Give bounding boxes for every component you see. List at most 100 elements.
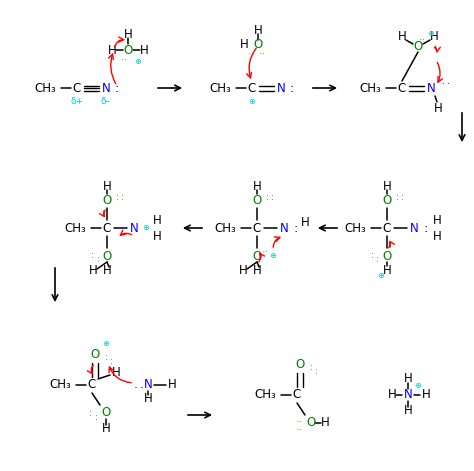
Text: ..: ..: [295, 427, 303, 431]
Text: ⊕: ⊕: [428, 30, 435, 39]
Text: ..: ..: [418, 35, 426, 41]
Text: ⊕: ⊕: [377, 271, 384, 281]
Text: ..: ..: [261, 247, 269, 252]
Text: :: :: [109, 357, 112, 365]
Text: N: N: [280, 221, 288, 235]
Text: H: H: [153, 229, 161, 243]
Text: N: N: [404, 389, 412, 401]
Text: :: :: [265, 194, 268, 203]
Text: CH₃: CH₃: [64, 221, 86, 235]
Text: :: :: [401, 194, 403, 203]
Text: C: C: [248, 81, 256, 95]
Text: N: N: [144, 379, 152, 391]
Text: H: H: [320, 416, 329, 430]
Text: :: :: [95, 413, 97, 422]
Text: H: H: [383, 263, 392, 276]
Text: H: H: [140, 43, 148, 57]
Text: C: C: [73, 81, 81, 95]
Text: H: H: [103, 265, 111, 277]
Text: :: :: [424, 221, 428, 235]
Text: H: H: [108, 43, 117, 57]
Text: H: H: [433, 213, 441, 227]
Text: ·: ·: [443, 79, 446, 89]
Text: C: C: [398, 81, 406, 95]
Text: ⊕: ⊕: [102, 339, 109, 348]
Text: :: :: [115, 81, 119, 95]
Text: ·: ·: [134, 382, 138, 396]
Text: N: N: [277, 81, 285, 95]
Text: H: H: [433, 229, 441, 243]
Text: O: O: [383, 250, 392, 262]
Text: H: H: [101, 422, 110, 436]
Text: CH₃: CH₃: [49, 379, 71, 391]
Text: H: H: [404, 373, 412, 385]
Text: H: H: [89, 265, 97, 277]
Text: C: C: [293, 389, 301, 401]
Text: ·: ·: [140, 382, 144, 396]
Text: O: O: [306, 416, 316, 430]
Text: :: :: [120, 194, 123, 203]
Text: N: N: [129, 221, 138, 235]
Text: CH₃: CH₃: [34, 81, 56, 95]
Text: CH₃: CH₃: [214, 221, 236, 235]
Text: :: :: [310, 363, 312, 372]
Text: ⊕: ⊕: [414, 381, 421, 390]
Text: H: H: [398, 30, 406, 42]
Text: ..: ..: [258, 49, 266, 55]
Text: O: O: [383, 194, 392, 206]
Text: :: :: [97, 255, 100, 265]
Text: O: O: [252, 250, 262, 262]
Text: O: O: [254, 38, 263, 50]
Text: O: O: [91, 349, 100, 362]
Text: :: :: [315, 366, 318, 375]
Text: :: :: [91, 252, 93, 260]
Text: H: H: [111, 366, 120, 380]
Text: ⊕: ⊕: [248, 97, 255, 106]
Text: O: O: [102, 194, 111, 206]
Text: O: O: [252, 194, 262, 206]
Text: C: C: [253, 221, 261, 235]
Text: H: H: [383, 179, 392, 193]
Text: :: :: [89, 408, 91, 417]
Text: H: H: [240, 38, 248, 50]
Text: H: H: [254, 24, 263, 36]
Text: :: :: [116, 194, 118, 203]
Text: :: :: [105, 352, 108, 362]
Text: H: H: [434, 101, 442, 114]
Text: H: H: [168, 379, 176, 391]
Text: N: N: [101, 81, 110, 95]
Text: ⊕: ⊕: [143, 224, 149, 233]
Text: :: :: [396, 194, 398, 203]
Text: O: O: [413, 40, 423, 52]
Text: ⊕: ⊕: [135, 57, 142, 65]
Text: :: :: [271, 194, 273, 203]
Text: H: H: [253, 265, 261, 277]
Text: :: :: [294, 221, 298, 235]
Text: N: N: [410, 221, 419, 235]
Text: H: H: [422, 389, 430, 401]
Text: ⊕: ⊕: [270, 252, 276, 260]
Text: C: C: [88, 379, 96, 391]
Text: N: N: [427, 81, 436, 95]
Text: H: H: [153, 213, 161, 227]
Text: O: O: [295, 358, 305, 372]
Text: O: O: [123, 43, 133, 57]
Text: ..: ..: [247, 49, 255, 55]
Text: δ–: δ–: [101, 97, 111, 106]
Text: CH₃: CH₃: [254, 389, 276, 401]
Text: δ+: δ+: [71, 97, 83, 106]
Text: :: :: [371, 252, 374, 260]
Text: CH₃: CH₃: [359, 81, 381, 95]
Text: H: H: [253, 179, 261, 193]
Text: H: H: [238, 265, 247, 277]
Text: H: H: [388, 389, 396, 401]
Text: H: H: [429, 30, 438, 42]
Text: H: H: [301, 216, 310, 228]
Text: H: H: [124, 27, 132, 41]
Text: O: O: [102, 250, 111, 262]
Text: CH₃: CH₃: [344, 221, 366, 235]
Text: H: H: [103, 179, 111, 193]
Text: :: :: [290, 81, 294, 95]
Text: O: O: [101, 406, 110, 420]
Text: ..: ..: [120, 56, 128, 60]
